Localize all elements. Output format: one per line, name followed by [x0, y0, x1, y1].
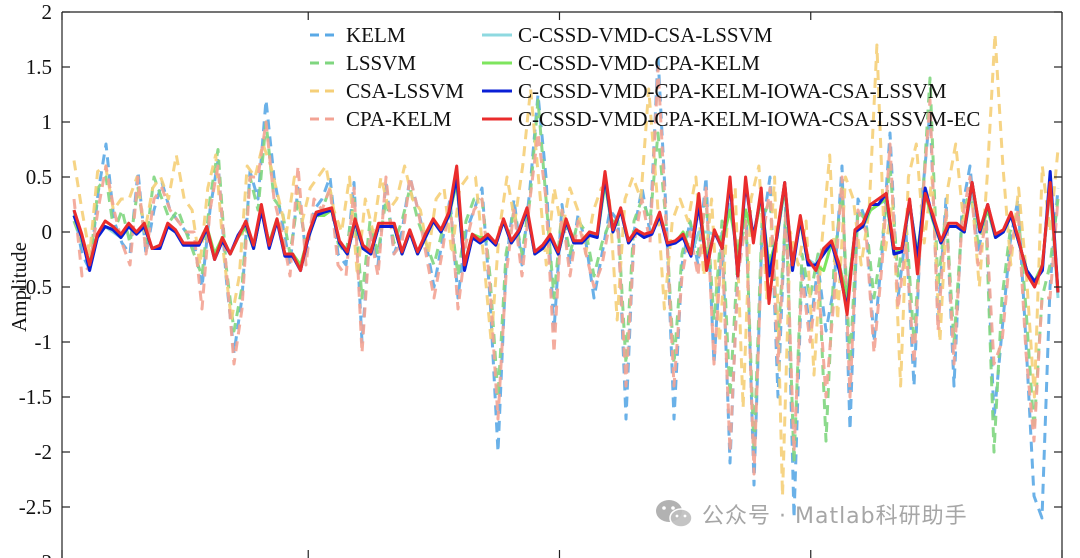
legend-label-3: CSA-LSSVM — [346, 79, 464, 103]
y-tick-label: 1 — [42, 110, 53, 134]
y-axis-title: Amplitude — [7, 242, 31, 332]
y-tick-label: 0.5 — [26, 165, 52, 189]
series-line-4 — [72, 65, 1060, 476]
legend-label-8: C-CSSD-VMD-CPA-KELM-IOWA-CSA-LSSVM-EC — [518, 107, 980, 131]
y-tick-label: 0 — [42, 220, 53, 244]
legend-label-4: CPA-KELM — [346, 107, 452, 131]
y-tick-label: -0.5 — [19, 275, 52, 299]
y-tick-label: -1.5 — [19, 385, 52, 409]
legend-label-7: C-CSSD-VMD-CPA-KELM-IOWA-CSA-LSSVM — [518, 79, 947, 103]
y-tick-label: 2 — [42, 0, 53, 24]
legend-label-2: LSSVM — [346, 51, 416, 75]
legend-label-1: KELM — [346, 23, 406, 47]
watermark-text: 公众号 · Matlab科研助手 — [702, 504, 968, 529]
y-tick-label: -3 — [35, 550, 53, 558]
y-tick-label: 1.5 — [26, 55, 52, 79]
series-layer — [72, 32, 1060, 520]
legend-label-6: C-CSSD-VMD-CPA-KELM — [518, 51, 760, 75]
watermark: 公众号 · Matlab科研助手 — [654, 497, 968, 531]
legend: KELM LSSVM CSA-LSSVM CPA-KELM C-CSSD-VMD-CSA… — [310, 23, 980, 131]
y-tick-label: -2 — [35, 440, 53, 464]
series-line-8 — [72, 164, 1060, 316]
y-tick-label: -1 — [35, 330, 53, 354]
wechat-icon — [656, 500, 693, 528]
series-line-3 — [72, 32, 1060, 498]
y-tick-label: -2.5 — [19, 495, 52, 519]
axes-layer: 2 1.5 1 0.5 0 -0.5 -1 -1.5 -2 -2.5 -3 Amplitude — [7, 0, 1063, 558]
legend-label-5: C-CSSD-VMD-CSA-LSSVM — [518, 23, 773, 47]
